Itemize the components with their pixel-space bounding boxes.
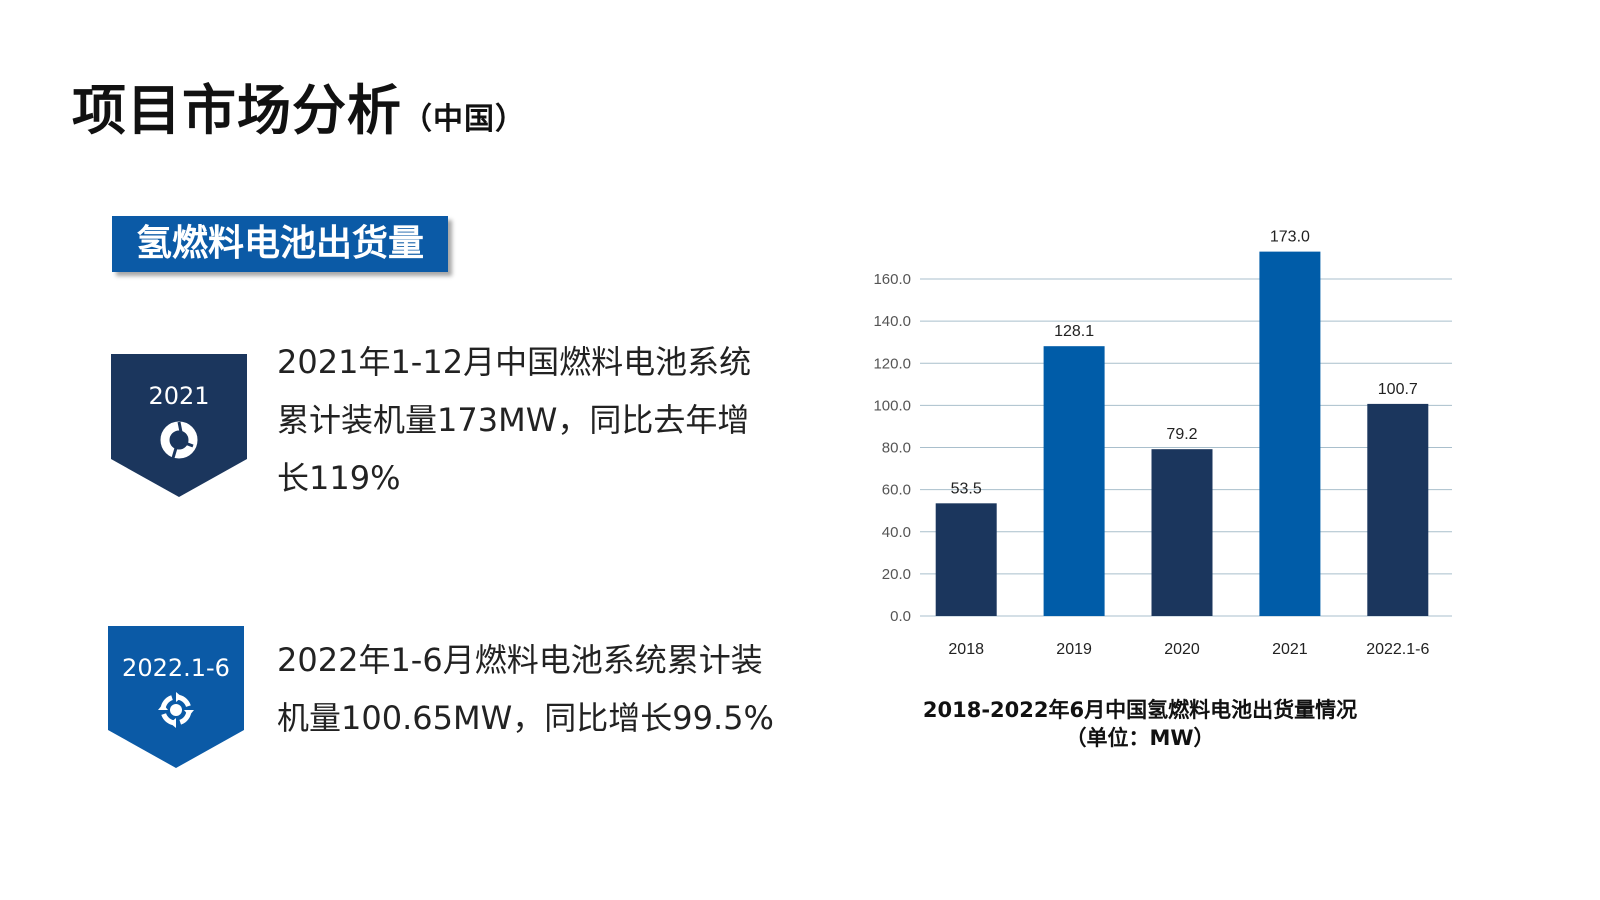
title-sub: （中国） [402,102,526,137]
title-main: 项目市场分析 [72,79,402,142]
bar-2019 [1043,346,1105,616]
data-label: 79.2 [1166,426,1197,443]
y-tick-label: 20.0 [882,566,911,583]
data-label: 128.1 [1054,323,1094,340]
y-tick-label: 80.0 [882,440,911,457]
x-tick-label: 2022.1-6 [1366,641,1429,658]
donut-chart-icon [160,421,198,459]
data-label: 100.7 [1378,381,1418,398]
page-title: 项目市场分析（中国） [72,66,526,145]
chart-title-line1: 2018-2022年6月中国氢燃料电池出货量情况 [922,698,1358,722]
badge-label: 2021 [148,382,210,410]
y-tick-label: 100.0 [873,397,911,414]
item-description: 2022年1-6月燃料电池系统累计装机量100.65MW，同比增长99.5% [277,641,774,737]
data-label: 173.0 [1270,229,1310,246]
y-tick-label: 40.0 [882,524,911,541]
x-tick-label: 2020 [1164,641,1200,658]
y-tick-label: 160.0 [873,271,911,288]
y-tick-label: 140.0 [873,313,911,330]
badge-2021: 2021 [111,354,247,497]
bar-2020 [1151,449,1213,616]
y-tick-label: 120.0 [873,355,911,372]
cycle-arrows-icon [158,692,194,728]
bar-2022.1-6 [1367,403,1429,616]
badge-2022: 2022.1-6 [108,626,244,768]
chart-title-line2: （单位：MW） [1065,726,1215,750]
chart-title: 2018-2022年6月中国氢燃料电池出货量情况 （单位：MW） [880,696,1400,752]
bar-2018 [935,503,997,616]
section-tag: 氢燃料电池出货量 [112,216,448,272]
x-tick-label: 2021 [1272,641,1308,658]
y-tick-label: 0.0 [890,608,911,625]
data-label: 53.5 [951,480,982,497]
y-tick-label: 60.0 [882,482,911,499]
x-tick-label: 2018 [948,641,984,658]
bar-2021 [1259,251,1321,616]
x-tick-label: 2019 [1056,641,1092,658]
item-description: 2021年1-12月中国燃料电池系统累计装机量173MW，同比去年增长119% [277,343,752,497]
badge-label: 2022.1-6 [122,654,230,682]
